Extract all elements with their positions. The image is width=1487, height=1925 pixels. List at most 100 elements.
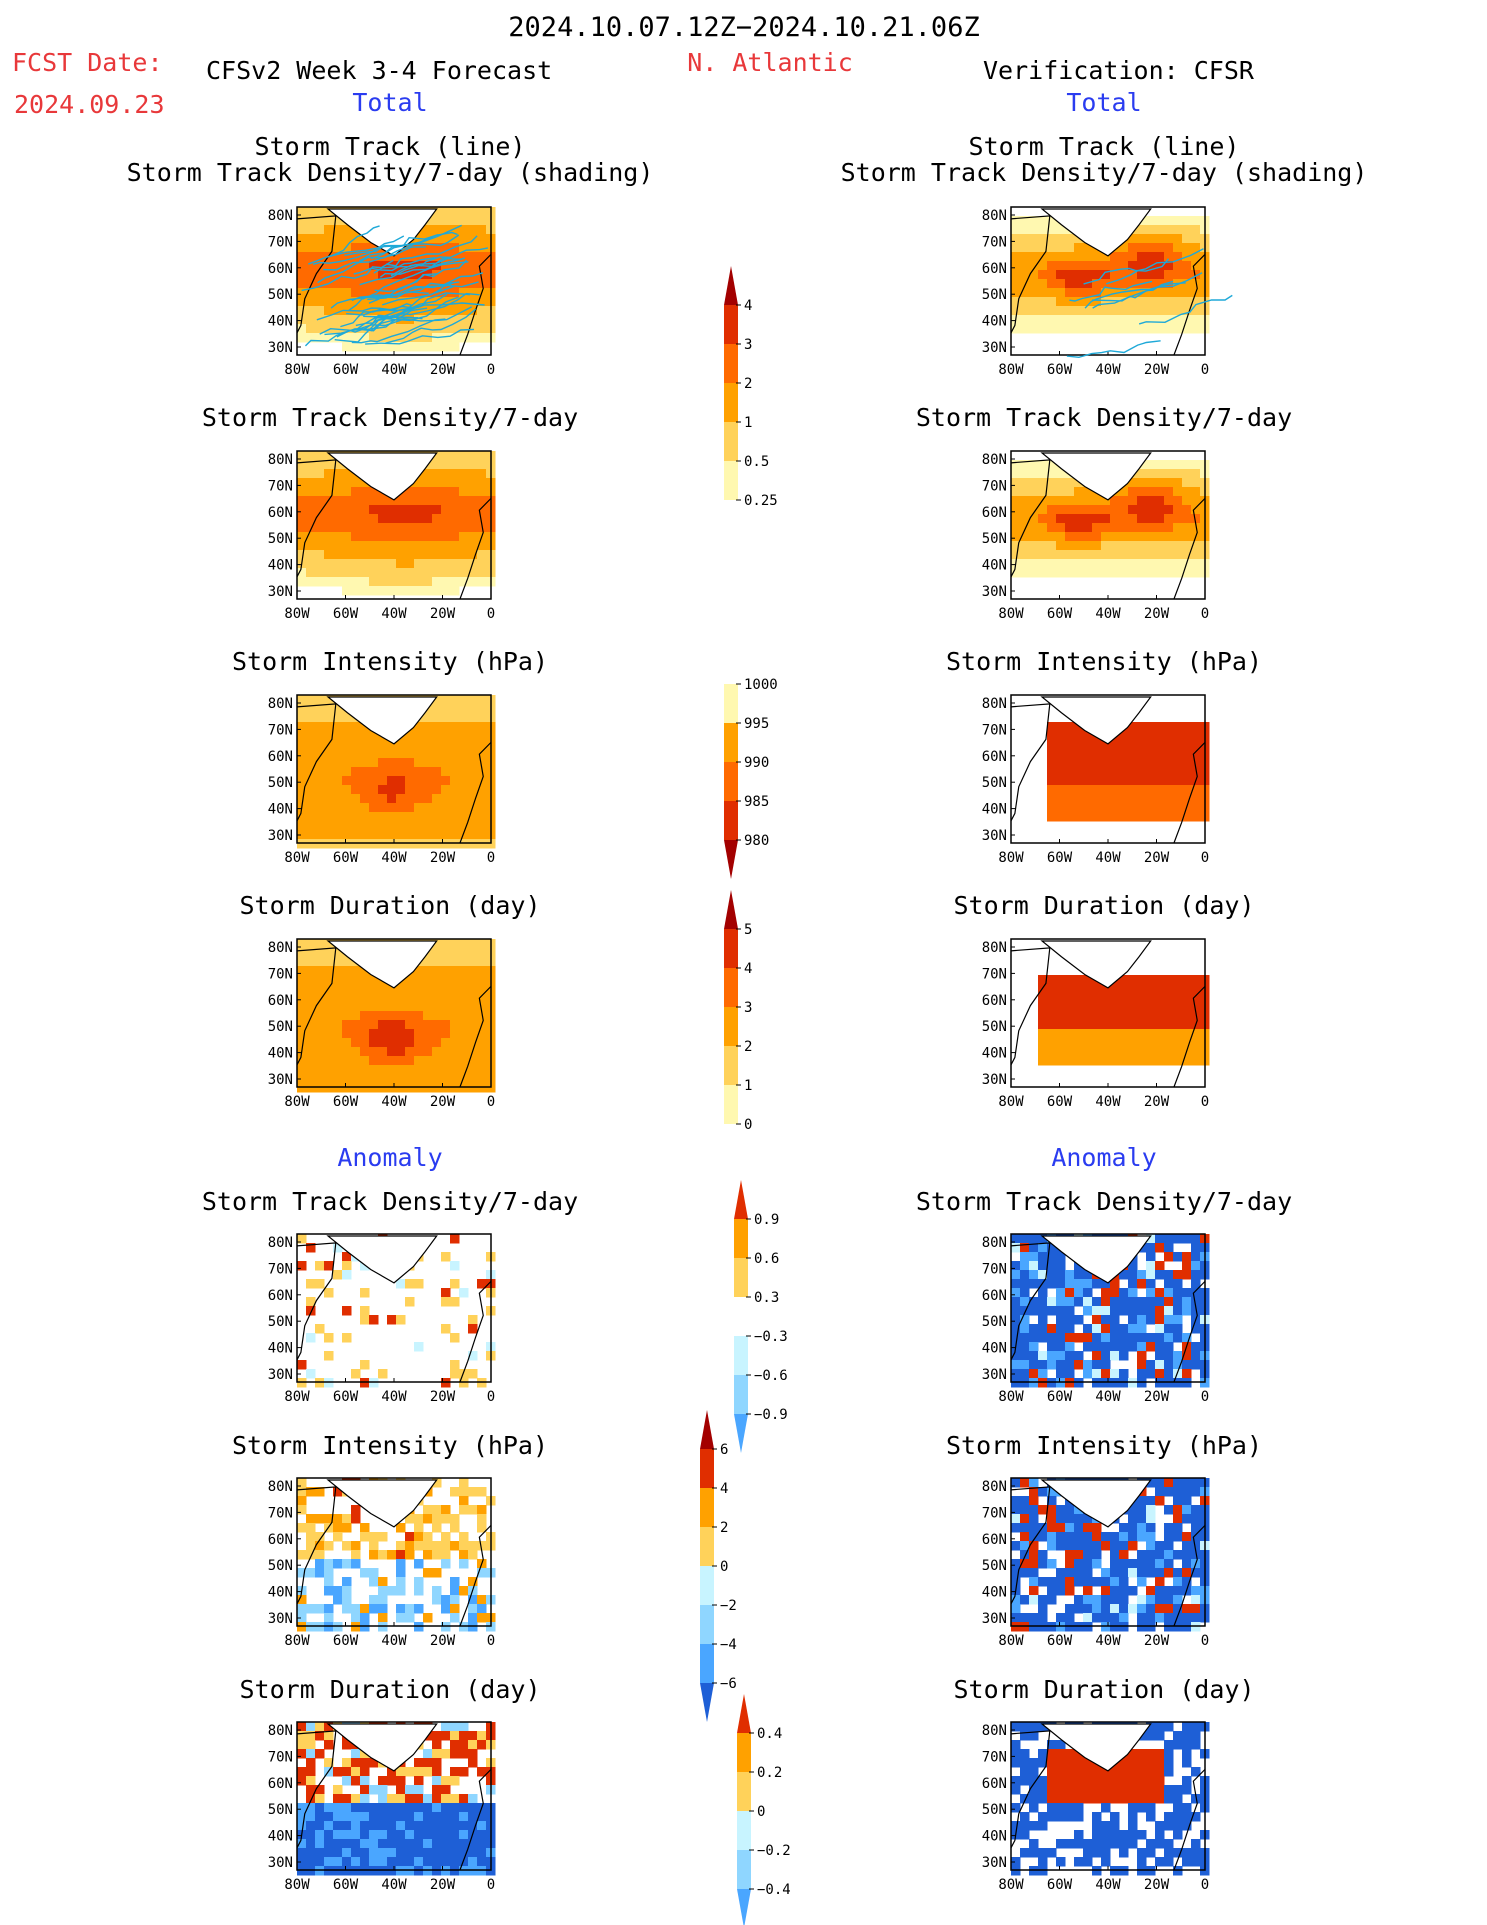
lon-tick-label: 0 — [487, 850, 495, 866]
colorbar-label: 0.2 — [757, 1765, 782, 1781]
title-r-track-line: Storm Track (line) — [968, 132, 1240, 161]
lon-tick-label: 60W — [1047, 1633, 1073, 1649]
title-r-duration-anom: Storm Duration (day) — [953, 1675, 1255, 1704]
lat-tick-label: 30N — [268, 1855, 293, 1871]
lon-tick-label: 20W — [1144, 1877, 1170, 1893]
lon-tick-label: 0 — [487, 1389, 495, 1405]
lat-tick-label: 70N — [268, 478, 293, 494]
colorbar-label: 0.6 — [754, 1251, 779, 1267]
lat-tick-label: 80N — [982, 1235, 1007, 1251]
lat-tick-label: 40N — [268, 802, 293, 818]
lon-tick-label: 80W — [998, 1094, 1024, 1110]
lon-tick-label: 20W — [1144, 606, 1170, 622]
lon-tick-label: 20W — [430, 1389, 456, 1405]
europe-africa-coastline — [459, 497, 492, 600]
lon-tick-label: 60W — [1047, 850, 1073, 866]
right-anomaly-label: Anomaly — [1051, 1143, 1157, 1172]
north-america-coastline — [296, 947, 337, 1066]
lon-tick-label: 60W — [333, 606, 359, 622]
model-title: CFSv2 Week 3-4 Forecast — [206, 56, 553, 85]
greenland-outline — [326, 940, 438, 989]
lon-tick-label: 0 — [1201, 1633, 1209, 1649]
lon-tick-label: 80W — [284, 850, 310, 866]
lat-tick-label: 50N — [982, 1558, 1007, 1574]
title-r-density-anom: Storm Track Density/7-day — [915, 1187, 1293, 1216]
lon-tick-label: 0 — [1201, 606, 1209, 622]
lon-tick-label: 40W — [381, 606, 407, 622]
lon-tick-label: 80W — [998, 1389, 1024, 1405]
colorbar-label: −0.9 — [754, 1407, 788, 1423]
lon-tick-label: 80W — [998, 1877, 1024, 1893]
map-panel-anom-int-ob: 80N 70N 60N 50N 40N 30N 80W 60W 40W 20W 0 — [982, 1477, 1210, 1649]
colorbar-label: 0.4 — [757, 1726, 782, 1742]
lat-tick-label: 40N — [982, 802, 1007, 818]
colorbar-label: 3 — [744, 337, 752, 353]
lat-tick-label: 70N — [268, 1749, 293, 1765]
colorbar-label: 0.5 — [744, 454, 769, 470]
europe-africa-coastline — [459, 1524, 492, 1627]
lon-tick-label: 40W — [381, 1633, 407, 1649]
lon-tick-label: 80W — [284, 1389, 310, 1405]
colorbar-label: −0.4 — [757, 1882, 791, 1898]
lat-tick-label: 60N — [982, 749, 1007, 765]
lon-tick-label: 80W — [998, 362, 1024, 378]
lat-tick-label: 70N — [982, 722, 1007, 738]
lat-tick-label: 50N — [982, 287, 1007, 303]
lon-tick-label: 60W — [333, 1877, 359, 1893]
lat-tick-label: 60N — [982, 1532, 1007, 1548]
lon-tick-label: 20W — [430, 606, 456, 622]
lat-tick-label: 30N — [268, 1072, 293, 1088]
greenland-outline — [1040, 1723, 1152, 1772]
lat-tick-label: 50N — [268, 531, 293, 547]
europe-africa-coastline — [1173, 741, 1206, 844]
lat-tick-label: 80N — [982, 1479, 1007, 1495]
map-panel-dens-ob: 80N 70N 60N 50N 40N 30N 80W 60W 40W 20W 0 — [982, 206, 1210, 378]
lat-tick-label: 80N — [268, 1723, 293, 1739]
lon-tick-label: 60W — [1047, 1389, 1073, 1405]
title-r-intensity-anom: Storm Intensity (hPa) — [945, 1431, 1263, 1460]
title-l-track-shading: Storm Track Density/7-day (shading) — [126, 158, 654, 187]
greenland-outline — [1040, 452, 1152, 501]
lat-tick-label: 70N — [982, 234, 1007, 250]
lat-tick-label: 30N — [268, 1367, 293, 1383]
lon-tick-label: 60W — [1047, 606, 1073, 622]
lon-tick-label: 40W — [1095, 1094, 1121, 1110]
lat-tick-label: 60N — [268, 1776, 293, 1792]
europe-africa-coastline — [459, 985, 492, 1088]
north-america-coastline — [296, 703, 337, 822]
lon-tick-label: 20W — [1144, 1094, 1170, 1110]
lon-tick-label: 60W — [1047, 362, 1073, 378]
title-r-track-shading: Storm Track Density/7-day (shading) — [840, 158, 1368, 187]
colorbar-label: 4 — [720, 1481, 728, 1497]
map-panel-dur-fc: 80N 70N 60N 50N 40N 30N 80W 60W 40W 20W 0 — [268, 938, 496, 1110]
lon-tick-label: 40W — [381, 1389, 407, 1405]
lat-tick-label: 50N — [268, 1019, 293, 1035]
lat-tick-label: 50N — [268, 775, 293, 791]
lon-tick-label: 60W — [333, 1389, 359, 1405]
colorbar-label: 1 — [744, 415, 752, 431]
colorbar-label: 4 — [744, 961, 752, 977]
lat-tick-label: 40N — [268, 1341, 293, 1357]
lon-tick-label: 20W — [430, 1877, 456, 1893]
lon-tick-label: 60W — [1047, 1877, 1073, 1893]
lat-tick-label: 40N — [982, 558, 1007, 574]
lat-tick-label: 40N — [982, 1341, 1007, 1357]
colorbar-label: 980 — [744, 833, 769, 849]
lat-tick-label: 70N — [268, 1261, 293, 1277]
lat-tick-label: 60N — [268, 505, 293, 521]
lat-tick-label: 40N — [982, 1829, 1007, 1845]
title-l-intensity-anom: Storm Intensity (hPa) — [231, 1431, 549, 1460]
lon-tick-label: 40W — [381, 362, 407, 378]
colorbar-label: 0 — [744, 1117, 752, 1133]
lon-tick-label: 40W — [1095, 606, 1121, 622]
lat-tick-label: 50N — [982, 1019, 1007, 1035]
europe-africa-coastline — [1173, 497, 1206, 600]
colorbar-label: 5 — [744, 922, 752, 938]
title-l-intensity: Storm Intensity (hPa) — [231, 647, 549, 676]
lon-tick-label: 0 — [487, 606, 495, 622]
greenland-outline — [1040, 1235, 1152, 1284]
storm-track-lines — [1066, 248, 1233, 359]
colorbar-label: 995 — [744, 716, 769, 732]
europe-africa-coastline — [459, 741, 492, 844]
